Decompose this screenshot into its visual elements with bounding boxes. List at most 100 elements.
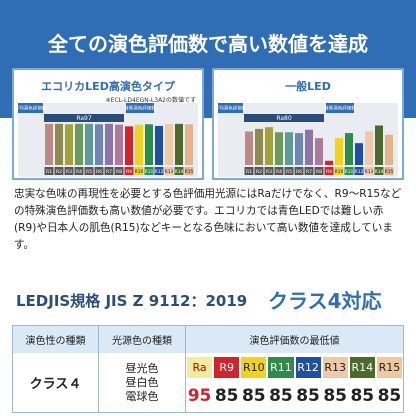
standard-class: クラス4対応 — [268, 289, 382, 313]
light-color: 電球色 — [125, 389, 159, 403]
index-label: R2 — [256, 169, 262, 175]
label-bg — [184, 167, 194, 175]
index-label: R7 — [306, 169, 312, 175]
bar — [135, 124, 143, 165]
bar — [355, 143, 363, 165]
label-bg — [344, 167, 354, 175]
ra-box — [44, 114, 124, 122]
label-bg — [294, 167, 304, 175]
average-label: 平均演色評価数 — [18, 105, 47, 112]
bar — [115, 124, 123, 165]
index-cell: R14 — [349, 357, 375, 378]
bar — [315, 138, 323, 165]
panel: エコリカLED高演色タイプ ※ECL-LD4EGN-L3A2の数値です平均演色評価… — [12, 68, 204, 180]
index-label: R4 — [276, 169, 282, 175]
light-color: 昼光色 — [125, 361, 159, 375]
bar — [375, 125, 383, 165]
panel: 一般LED 平均演色評価数 特殊演色評価数 Ra80 R1 R2 R3 R4 R5 R6 R7 R8 R… — [212, 68, 404, 180]
label-bg — [64, 167, 74, 175]
index-label: R4 — [76, 169, 82, 175]
bar — [275, 132, 283, 165]
index-cell: R9 — [214, 357, 240, 378]
special-box — [326, 103, 354, 113]
label-bg — [174, 167, 184, 175]
index-cell: R13 — [322, 357, 348, 378]
index-label: R9 — [126, 169, 132, 175]
label-bg — [74, 167, 84, 175]
index-label: R3 — [266, 169, 272, 175]
index-label: R11 — [345, 169, 354, 175]
label-bg — [334, 167, 344, 175]
bar — [185, 124, 193, 165]
table: 演色性の種類 光源色の種類 演色評価数の最低値 クラス４ 昼光色 昼白色 電球色 R… — [12, 325, 404, 413]
label-bg — [314, 167, 324, 175]
label-bg — [164, 167, 174, 175]
index-label: R1 — [46, 169, 52, 175]
index-cell: R15 — [376, 357, 402, 378]
label-bg — [94, 167, 104, 175]
average-box — [218, 103, 243, 113]
index-label: R14 — [375, 169, 384, 175]
header: 光源色の種類 — [99, 326, 186, 353]
index-label: R15 — [385, 169, 394, 175]
bar — [165, 123, 173, 165]
standard-name: LEDJIS規格 JIS Z 9112：2019 — [16, 292, 248, 310]
panel-title: 一般LED — [285, 80, 331, 93]
bar — [365, 131, 373, 165]
bar — [145, 124, 153, 165]
index-cell: R10 — [241, 357, 267, 378]
label-bg — [354, 167, 364, 175]
special-label: 特殊演色評価数 — [324, 105, 356, 112]
light-colors: 昼光色 昼白色 電球色 — [99, 353, 186, 412]
label-bg — [124, 167, 134, 175]
label-bg — [284, 167, 294, 175]
label-bg — [324, 167, 334, 175]
index-label: R13 — [365, 169, 374, 175]
index-label: R14 — [175, 169, 184, 175]
bar — [95, 124, 103, 165]
label-bg — [44, 167, 54, 175]
index-label: R13 — [165, 169, 174, 175]
bar — [175, 123, 183, 165]
label-bg — [264, 167, 274, 175]
bar — [155, 125, 163, 165]
label-bg — [114, 167, 124, 175]
mini-chart: 平均演色評価数特殊演色評価数Ra80R1R2R3R4R5R6R7R8R9R10R… — [218, 103, 398, 177]
label-bg — [274, 167, 284, 175]
label-bg — [254, 167, 264, 175]
label-bg — [364, 167, 374, 175]
bar — [85, 123, 93, 165]
average-label: 平均演色評価数 — [218, 105, 247, 112]
label-bg — [374, 167, 384, 175]
light-color: 昼白色 — [125, 375, 159, 389]
index-label: R15 — [185, 169, 194, 175]
index-label: R3 — [66, 169, 72, 175]
bar — [65, 124, 73, 165]
index-label: R5 — [286, 169, 292, 175]
ra-label: Ra97 — [76, 115, 92, 122]
label-bg — [384, 167, 394, 175]
label-bg — [154, 167, 164, 175]
special-label: 特殊演色評価数 — [124, 105, 156, 112]
bar — [305, 129, 313, 165]
label-bg — [144, 167, 154, 175]
bar — [45, 123, 53, 165]
label-bg — [84, 167, 94, 175]
index-label: R8 — [116, 169, 122, 175]
label-bg — [54, 167, 64, 175]
index-label: R10 — [335, 169, 344, 175]
index-label: R5 — [86, 169, 92, 175]
index-label: R11 — [145, 169, 154, 175]
minimum-value: 85 — [296, 386, 320, 406]
description: 忠実な色味の再現性を必要とする色評価用光源にはRaだけでなく、R9～R15などの… — [14, 188, 402, 251]
label-bg — [304, 167, 314, 175]
index-label: R1 — [246, 169, 252, 175]
ra-label: Ra80 — [276, 115, 292, 122]
label-bg — [134, 167, 144, 175]
class-cell: クラス４ — [13, 353, 99, 412]
label-bg — [244, 167, 254, 175]
minimum-value: 85 — [323, 386, 348, 406]
index-cell: R11 — [268, 357, 294, 378]
minimums: Ra 95 R9 85 R10 85 R11 85 R12 85 R13 85 R14 85 R15 85 — [186, 353, 403, 412]
